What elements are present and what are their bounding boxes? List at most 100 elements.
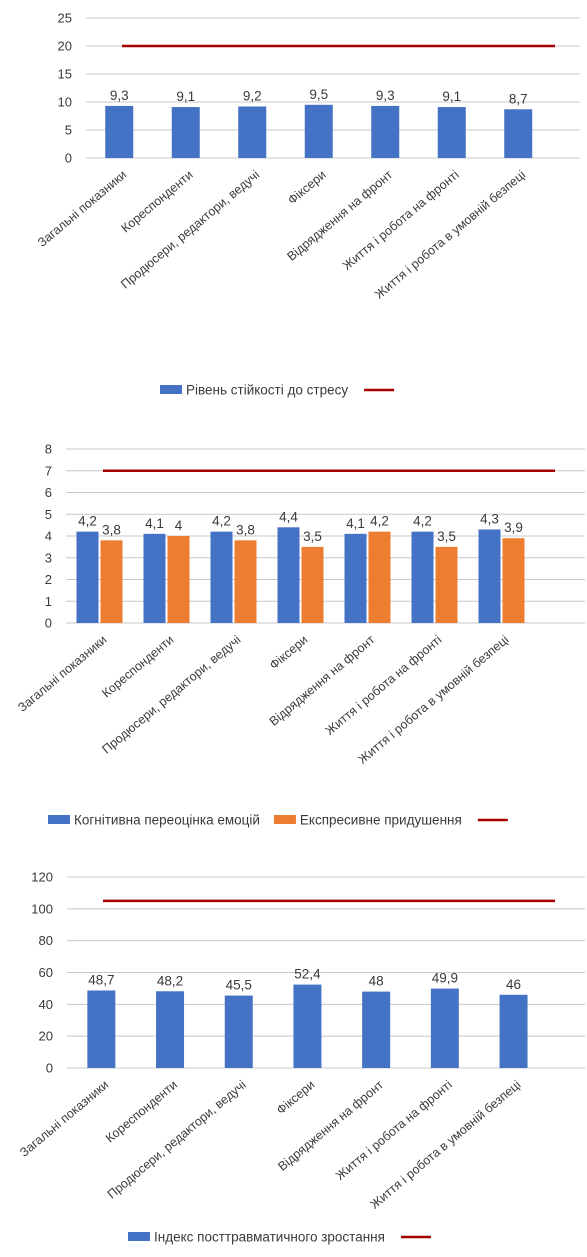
category-label: Загальні показники: [35, 168, 129, 250]
y-tick-label: 25: [58, 11, 72, 26]
category-label: Життя і робота на фронті: [323, 633, 445, 738]
legend-swatch: [128, 1232, 150, 1241]
data-label: 4,3: [480, 511, 499, 526]
bar: [143, 533, 166, 623]
bar: [362, 991, 391, 1068]
data-label: 45,5: [226, 978, 252, 993]
data-label: 9,1: [176, 89, 195, 104]
data-label: 4,2: [413, 514, 432, 529]
y-tick-label: 80: [39, 933, 53, 948]
y-tick-label: 120: [31, 870, 53, 885]
y-tick-label: 15: [58, 67, 72, 82]
bar: [171, 107, 200, 158]
y-tick-label: 40: [39, 997, 53, 1012]
category-label: Продюсери, редактори, ведучі: [105, 1078, 249, 1202]
data-label: 52,4: [294, 967, 321, 982]
bar: [76, 531, 99, 623]
bar: [502, 538, 525, 623]
category-label: Фіксери: [274, 1078, 318, 1118]
legend-label: Експресивне придушення: [300, 813, 462, 828]
category-label: Загальні показники: [17, 1078, 111, 1160]
category-label: Кореспонденти: [103, 1078, 180, 1146]
data-label: 3,8: [102, 522, 121, 537]
category-label: Продюсери, редактори, ведучі: [99, 633, 243, 757]
data-label: 9,2: [243, 88, 262, 103]
bar: [344, 533, 367, 623]
category-label: Продюсери, редактори, ведучі: [118, 168, 262, 292]
category-label: Життя і робота в умовній безпеці: [368, 1078, 524, 1212]
bar: [210, 531, 233, 623]
bar: [301, 546, 324, 623]
y-tick-label: 5: [45, 507, 52, 522]
bar: [234, 540, 257, 623]
y-tick-label: 6: [45, 485, 52, 500]
y-tick-label: 5: [65, 123, 72, 138]
data-label: 4,1: [346, 516, 365, 531]
category-label: Фіксери: [267, 633, 311, 673]
bar: [156, 991, 185, 1068]
bar: [368, 531, 391, 623]
legend-label: Когнітивна переоцінка емоцій: [74, 813, 260, 828]
legend-label: Індекс посттравматичного зростання: [154, 1230, 385, 1245]
category-label: Життя і робота на фронті: [333, 1078, 455, 1183]
y-tick-label: 0: [45, 616, 52, 631]
bar: [167, 536, 190, 623]
category-label: Життя і робота в умовній безпеці: [355, 633, 511, 767]
bar: [430, 988, 459, 1068]
legend-swatch: [160, 385, 182, 394]
legend-swatch: [48, 815, 70, 824]
y-tick-label: 2: [45, 572, 52, 587]
data-label: 3,9: [504, 520, 523, 535]
category-label: Загальні показники: [15, 633, 109, 715]
y-tick-label: 20: [39, 1029, 53, 1044]
bar: [504, 109, 533, 158]
bar: [277, 527, 300, 623]
bar: [411, 531, 434, 623]
data-label: 49,9: [432, 971, 458, 986]
bar: [371, 105, 400, 158]
bar: [437, 107, 466, 158]
data-label: 4,4: [279, 509, 298, 524]
category-label: Фіксери: [285, 168, 329, 208]
data-label: 3,5: [303, 529, 322, 544]
y-tick-label: 0: [65, 151, 72, 166]
bar: [87, 990, 116, 1068]
bar: [478, 529, 501, 623]
bar: [224, 995, 253, 1068]
data-label: 48,2: [157, 973, 183, 988]
posttraumatic-growth-chart: 0 20 40 60 80 100 120 48,7 Загальні показники 48,…: [17, 870, 585, 1245]
data-label: 4,2: [78, 514, 97, 529]
data-label: 9,5: [309, 87, 328, 102]
y-tick-label: 1: [45, 594, 52, 609]
y-tick-label: 4: [45, 529, 52, 544]
bar: [105, 105, 134, 158]
y-tick-label: 20: [58, 39, 72, 54]
y-tick-label: 3: [45, 550, 52, 565]
data-label: 46: [506, 977, 521, 992]
data-label: 9,1: [442, 89, 461, 104]
data-label: 48,7: [88, 972, 114, 987]
data-label: 4,2: [370, 514, 389, 529]
data-label: 4,2: [212, 514, 231, 529]
y-tick-label: 100: [31, 901, 53, 916]
data-label: 9,3: [376, 88, 395, 103]
bar: [100, 540, 123, 623]
y-tick-label: 8: [45, 442, 52, 457]
data-label: 4,1: [145, 516, 164, 531]
legend-swatch: [273, 815, 296, 824]
bar: [435, 546, 458, 623]
y-tick-label: 0: [46, 1061, 53, 1076]
bar: [238, 106, 267, 158]
data-label: 9,3: [110, 88, 129, 103]
data-label: 4: [175, 518, 183, 533]
bar: [499, 994, 528, 1068]
category-label: Відрядження на фронт: [284, 167, 395, 263]
data-label: 48: [369, 974, 384, 989]
data-label: 3,8: [236, 522, 255, 537]
data-label: 8,7: [509, 91, 528, 106]
data-label: 3,5: [437, 529, 456, 544]
bar: [304, 104, 333, 158]
y-tick-label: 60: [39, 965, 53, 980]
